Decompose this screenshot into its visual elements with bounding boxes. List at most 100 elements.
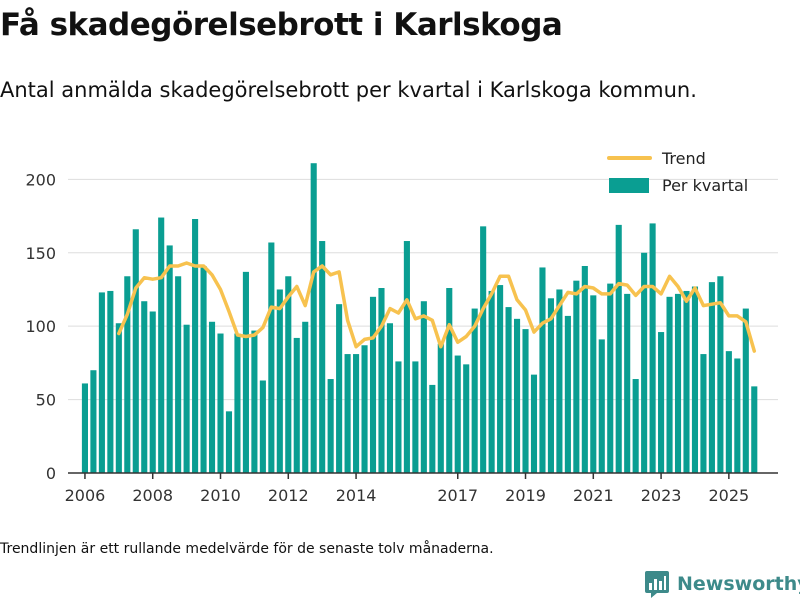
x-tick-label: 2012 <box>268 486 309 505</box>
bar <box>463 364 470 473</box>
bar <box>446 288 453 473</box>
bar <box>319 241 326 473</box>
chart-subtitle: Antal anmälda skadegörelsebrott per kvar… <box>0 78 697 102</box>
brand-logo: Newsworthy <box>644 569 800 599</box>
x-tick-label: 2021 <box>573 486 614 505</box>
bar <box>666 296 673 473</box>
bar <box>658 332 665 473</box>
bar <box>590 295 597 473</box>
bar <box>183 324 190 473</box>
bar <box>124 276 131 473</box>
bar <box>624 293 631 473</box>
bar <box>336 304 343 473</box>
bar <box>742 308 749 473</box>
bar <box>285 276 292 473</box>
y-tick-label: 50 <box>36 391 56 410</box>
bar <box>225 411 233 473</box>
bar <box>522 329 529 473</box>
legend: Trend Per kvartal <box>607 149 748 195</box>
bar <box>420 301 427 473</box>
bar <box>547 298 554 473</box>
footnote: Trendlinjen är ett rullande medelvärde f… <box>0 541 494 557</box>
x-tick-label: 2023 <box>641 486 682 505</box>
bar <box>429 384 436 473</box>
bar <box>539 267 546 473</box>
legend-trend-label: Trend <box>661 149 706 168</box>
bar <box>369 296 377 473</box>
bar <box>497 285 504 473</box>
bar <box>166 245 173 473</box>
bar <box>471 308 478 473</box>
y-tick-label: 0 <box>46 464 56 483</box>
bar <box>725 351 732 473</box>
legend-bar-swatch <box>609 178 649 193</box>
newsworthy-logo-icon <box>645 571 669 598</box>
bar <box>251 330 258 473</box>
y-tick-label: 200 <box>25 170 56 189</box>
bar <box>615 224 622 473</box>
bar <box>149 311 156 473</box>
bar <box>217 333 224 473</box>
bar <box>683 290 690 473</box>
bar <box>581 265 588 473</box>
bar <box>90 370 97 473</box>
bar <box>302 321 309 473</box>
bar <box>141 301 148 473</box>
bar <box>81 383 88 473</box>
bar <box>598 339 605 473</box>
bar <box>691 286 699 473</box>
bar <box>700 354 707 473</box>
bar <box>480 226 487 473</box>
bar <box>192 219 199 473</box>
y-tick-label: 150 <box>25 244 56 263</box>
chart-svg: 0 50 100 150 200 2006 2008 2010 2012 2014 2017 2019… <box>25 149 778 505</box>
bar <box>234 333 241 473</box>
bar <box>276 289 283 473</box>
bar <box>564 315 571 473</box>
bar <box>293 337 300 473</box>
bar <box>403 241 410 473</box>
bar <box>717 276 724 473</box>
bar <box>395 361 402 473</box>
bar <box>454 355 461 473</box>
bar <box>259 380 266 473</box>
bar <box>310 163 317 474</box>
bar <box>674 293 682 473</box>
bar <box>513 318 521 473</box>
x-tick-label: 2025 <box>708 486 749 505</box>
bar <box>530 374 538 473</box>
bar <box>437 343 444 473</box>
y-tick-label: 100 <box>25 317 56 336</box>
bar <box>607 283 614 473</box>
bar <box>98 292 105 473</box>
bar <box>505 307 512 473</box>
bar <box>327 379 334 473</box>
x-tick-label: 2014 <box>336 486 377 505</box>
bar <box>353 354 360 473</box>
axes: 0 50 100 150 200 2006 2008 2010 2012 2014 2017 2019… <box>25 170 778 505</box>
bar <box>175 276 182 473</box>
legend-bar-label: Per kvartal <box>662 176 748 195</box>
bar <box>268 242 275 473</box>
bar <box>556 289 563 473</box>
x-tick-label: 2010 <box>200 486 241 505</box>
bar <box>115 323 122 473</box>
bar <box>708 282 715 473</box>
bar <box>158 217 165 473</box>
bars-layer <box>81 163 758 474</box>
trend-layer <box>117 261 757 353</box>
bar <box>361 345 368 473</box>
x-tick-label: 2006 <box>65 486 106 505</box>
bar <box>412 361 419 473</box>
bar <box>242 271 249 473</box>
bar <box>132 229 139 473</box>
chart-title: Få skadegörelsebrott i Karlskoga <box>0 7 563 43</box>
bar <box>632 379 639 473</box>
bar <box>751 386 758 473</box>
brand-name: Newsworthy <box>677 573 800 595</box>
x-tick-label: 2008 <box>132 486 173 505</box>
x-tick-label: 2019 <box>505 486 546 505</box>
bar <box>573 280 580 473</box>
bar <box>734 358 741 473</box>
bar <box>649 223 656 473</box>
